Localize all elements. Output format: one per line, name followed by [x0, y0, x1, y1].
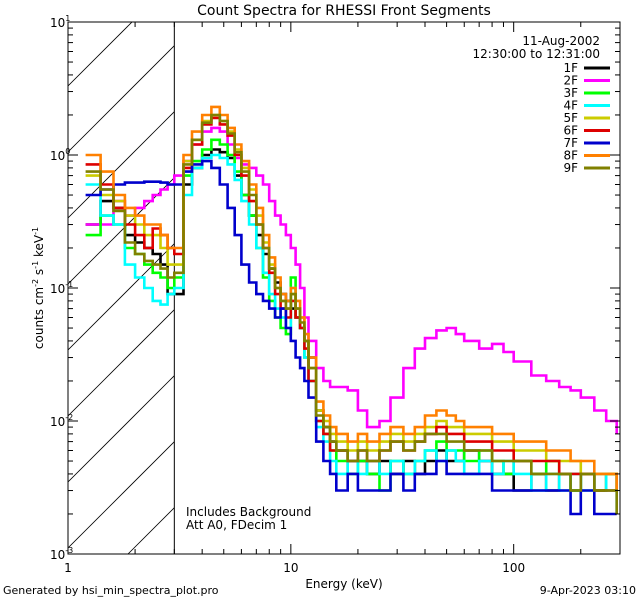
note-background: Includes Background	[186, 505, 311, 519]
legend-label-9F: 9F	[563, 161, 578, 175]
series-line-3F	[85, 138, 618, 492]
y-tick-label: 100	[50, 147, 70, 163]
series-line-6F	[85, 116, 617, 492]
x-tick-label: 1	[64, 561, 72, 575]
legend-label-3F: 3F	[563, 86, 578, 100]
y-tick-label: 10-3	[50, 546, 73, 562]
x-tick-label: 10	[283, 561, 298, 575]
legend-label-5F: 5F	[563, 111, 578, 125]
y-tick-label: 10-1	[50, 280, 73, 296]
series-layer	[85, 105, 618, 516]
hatch-line	[68, 441, 175, 549]
hatch-line	[68, 243, 175, 351]
axis-ticks	[67, 21, 621, 555]
x-tick-label: 100	[502, 561, 525, 575]
x-axis-label: Energy (keV)	[305, 577, 382, 591]
x-tick-labels: 1 10 100	[64, 561, 525, 575]
chart-title: Count Spectra for RHESSI Front Segments	[197, 3, 491, 19]
legend-label-7F: 7F	[563, 136, 578, 150]
hatch-line	[68, 0, 174, 20]
legend-label-6F: 6F	[563, 124, 578, 138]
series-line-8F	[85, 105, 618, 491]
time-range-label: 12:30:00 to 12:31:00	[473, 47, 600, 61]
note-attenuator: Att A0, FDecim 1	[186, 518, 287, 532]
legend-label-1F: 1F	[563, 61, 578, 75]
hatch-line	[68, 22, 133, 87]
hatch-line	[127, 507, 175, 554]
hatch-line	[68, 45, 175, 153]
footer-timestamp: 9-Apr-2023 03:10	[540, 584, 636, 597]
y-tick-label: 10-2	[50, 413, 73, 429]
hatch-line	[68, 111, 175, 219]
series-line-2F	[85, 126, 618, 434]
series-line-1F	[85, 148, 618, 492]
legend-label-4F: 4F	[563, 99, 578, 113]
date-label: 11-Aug-2002	[522, 34, 600, 48]
series-line-9F	[85, 113, 618, 514]
legend-label-2F: 2F	[563, 74, 578, 88]
y-axis-label: counts cm-2 s-1 keV-1	[31, 227, 46, 349]
hatch-line	[68, 309, 175, 417]
y-tick-labels: 10-3 10-2 10-1 100 101	[50, 14, 73, 562]
footer-generated-by: Generated by hsi_min_spectra_plot.pro	[3, 584, 219, 597]
series-line-5F	[85, 113, 618, 491]
hatch-line	[68, 375, 175, 483]
y-tick-label: 101	[50, 14, 70, 30]
hatch-line	[68, 177, 175, 285]
legend-label-8F: 8F	[563, 149, 578, 163]
